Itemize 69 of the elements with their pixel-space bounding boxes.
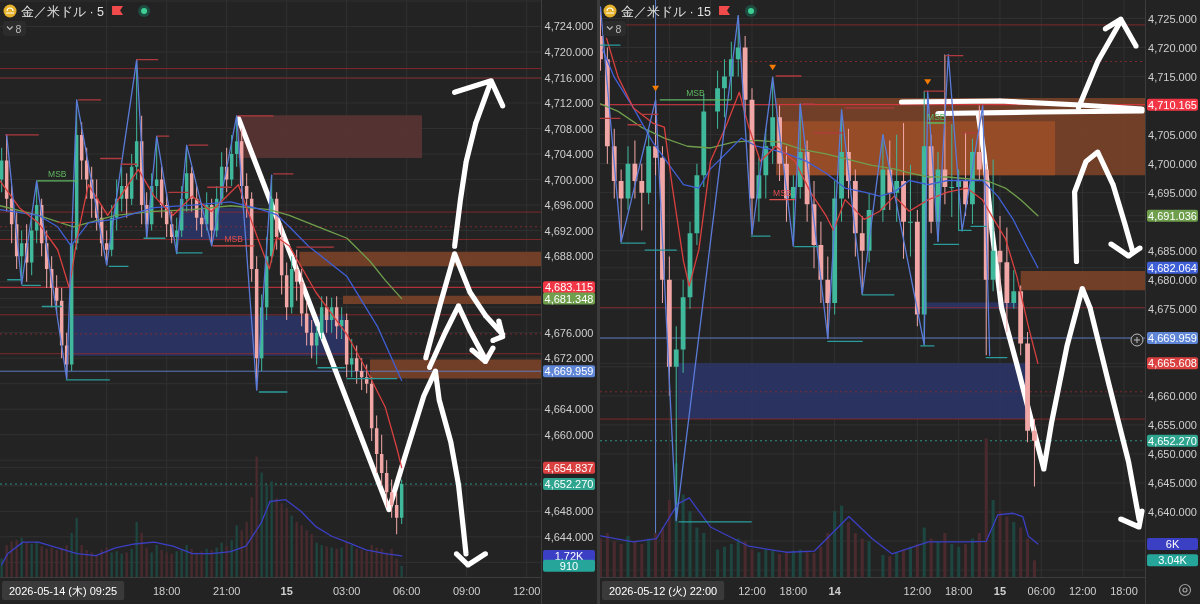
- annotation: 8: [15, 22, 22, 35]
- y-tick-label: 4,695.000: [1148, 186, 1197, 199]
- y-tick-label: 4,696.000: [544, 199, 594, 212]
- y-tick-label: 4,681.348: [544, 292, 594, 305]
- x-tick-label: 09:00: [452, 585, 481, 597]
- x-tick-label: 12:00: [903, 585, 932, 597]
- y-tick-label: 4,682.064: [1148, 261, 1197, 274]
- y-tick-label: 4,724.000: [544, 20, 594, 33]
- y-tick-label: 4,672.000: [544, 352, 594, 365]
- annotation: 8: [615, 22, 622, 35]
- ref-line-label: 4,710.165: [1148, 98, 1197, 111]
- y-tick-label: 4,708.000: [544, 122, 594, 135]
- x-tick-label: 03:00: [332, 585, 361, 597]
- ref-line-label: 4,652.270: [1148, 434, 1197, 447]
- y-tick-label: 4,660.000: [1148, 389, 1197, 402]
- y-tick-label: 4,645.000: [1148, 476, 1197, 489]
- x-tick-label: 06:00: [392, 585, 421, 597]
- y-tick-label: 4,644.000: [544, 530, 594, 543]
- y-tick-label: 4,680.000: [1148, 273, 1197, 286]
- y-tick-label: 4,700.000: [544, 173, 594, 186]
- y2-tick-label: 6K: [1165, 538, 1180, 551]
- x-tick-label: 15: [993, 585, 1007, 597]
- series-label: MSB: [686, 88, 705, 99]
- y2-tick-label: 910: [559, 559, 579, 572]
- ref-line-label: 4,669.959: [544, 365, 594, 378]
- y2-tick-label: 3.04K: [1158, 554, 1188, 567]
- x-tick-label: 18:00: [944, 585, 973, 597]
- text: 2026-05-14 (木) 09:25: [9, 585, 118, 597]
- x-tick-label: 15: [280, 585, 293, 597]
- x-tick-label: 18:00: [152, 585, 181, 597]
- x-tick-label: 12:00: [1068, 585, 1097, 597]
- series-label: MSB: [224, 234, 244, 245]
- y-tick-label: 4,665.608: [1148, 357, 1197, 370]
- y-tick-label: 4,712.000: [544, 97, 594, 110]
- x-tick-label: 18:00: [1110, 585, 1138, 597]
- x-tick-label: 12:00: [738, 585, 766, 597]
- y2-tick-label: 1.72K: [554, 549, 585, 562]
- y-tick-label: 4,685.000: [1148, 244, 1197, 257]
- y-tick-label: 4,676.000: [544, 326, 594, 339]
- y-tick-label: 4,692.000: [544, 224, 594, 237]
- chart-title: 金／米ドル · 5: [21, 4, 105, 19]
- y-tick-label: 4,655.000: [1148, 418, 1197, 431]
- ref-line-label: 2026-05-12 (火) 22:00: [609, 585, 718, 597]
- x-tick-label: 21:00: [212, 585, 241, 597]
- y-tick-label: 4,715.000: [1148, 70, 1197, 83]
- x-tick-label: 14: [828, 585, 842, 597]
- y-tick-label: 4,716.000: [544, 71, 594, 84]
- y-tick-label: 4,720.000: [1148, 41, 1197, 54]
- y-tick-label: 4,688.000: [544, 250, 594, 263]
- y-tick-label: 4,650.000: [1148, 447, 1197, 460]
- y-tick-label: 4,675.000: [1148, 302, 1197, 315]
- x-tick-label: 18:00: [779, 585, 808, 597]
- y-tick-label: 4,691.036: [1148, 209, 1197, 222]
- y-tick-label: 4,700.000: [1148, 157, 1197, 170]
- x-tick-label: 06:00: [1027, 585, 1056, 597]
- ref-line-label: 4,669.959: [1148, 332, 1197, 345]
- y-tick-label: 4,704.000: [544, 148, 594, 161]
- ref-line-label: 4,652.270: [544, 478, 594, 491]
- y-tick-label: 4,705.000: [1148, 128, 1197, 141]
- y-tick-label: 4,648.000: [544, 505, 594, 518]
- y-tick-label: 4,664.000: [544, 403, 594, 416]
- y-tick-label: 4,660.000: [544, 428, 594, 441]
- y-tick-label: 4,725.000: [1148, 12, 1197, 25]
- x-tick-label: 12:00: [512, 585, 541, 597]
- ref-line-label: 4,683.115: [544, 281, 594, 294]
- y-tick-label: 4,654.837: [544, 461, 594, 474]
- series-label: MSB: [48, 169, 67, 180]
- y-tick-label: 4,720.000: [544, 45, 594, 58]
- y-tick-label: 4,640.000: [1148, 505, 1197, 518]
